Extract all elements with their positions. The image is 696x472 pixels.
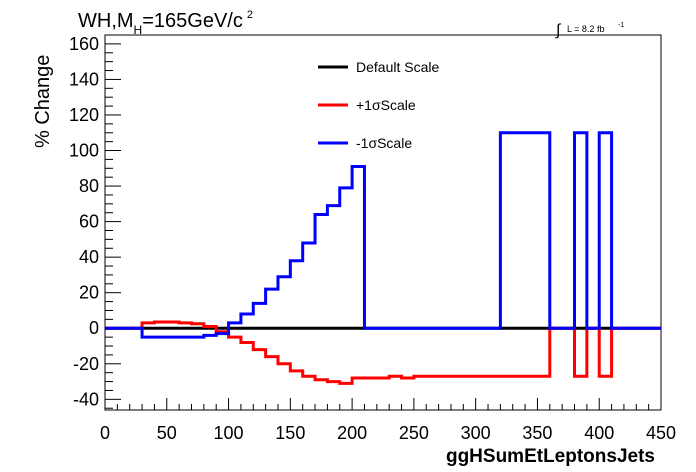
legend: Default Scale +1σScale -1σScale (318, 59, 439, 151)
x-tick-label: 450 (646, 423, 676, 443)
legend-label: Default Scale (356, 59, 439, 75)
axis-ticks: 0 50 100 150 200 250 300 350 400 450 -40 -20 0 20 40 60… (69, 34, 676, 443)
y-tick-label: 20 (79, 283, 99, 303)
svg-text:L = 8.2 fb: L = 8.2 fb (567, 24, 604, 34)
series-layer (105, 131, 661, 385)
series-line-1-scale (105, 131, 661, 339)
svg-text:∫: ∫ (555, 22, 562, 39)
legend-label: -1σScale (356, 135, 412, 151)
x-tick-label: 250 (399, 423, 429, 443)
y-tick-label: 140 (69, 69, 99, 89)
svg-text:-1: -1 (618, 22, 624, 29)
y-tick-label: 60 (79, 212, 99, 232)
y-axis-label: % Change (32, 55, 54, 148)
luminosity-label: ∫ L = 8.2 fb -1 (555, 22, 624, 39)
y-tick-label: -40 (73, 389, 99, 409)
y-tick-label: 0 (89, 318, 99, 338)
x-tick-label: 100 (214, 423, 244, 443)
y-tick-label: 160 (69, 34, 99, 54)
x-tick-label: 50 (157, 423, 177, 443)
y-tick-label: 80 (79, 176, 99, 196)
x-tick-label: 400 (584, 423, 614, 443)
y-tick-label: 40 (79, 247, 99, 267)
y-tick-label: 100 (69, 141, 99, 161)
series-line-1-scale (105, 320, 661, 385)
plot-frame (104, 34, 662, 411)
legend-label: +1σScale (356, 97, 416, 113)
x-tick-label: 200 (337, 423, 367, 443)
x-tick-label: 300 (461, 423, 491, 443)
x-tick-label: 150 (275, 423, 305, 443)
y-tick-label: -20 (73, 354, 99, 374)
x-tick-label: 0 (100, 423, 110, 443)
chart-title: WH,MH=165GeV/c 2 (78, 9, 253, 37)
x-axis-label: ggHSumEtLeptonsJets (446, 446, 655, 467)
x-tick-label: 350 (522, 423, 552, 443)
y-tick-label: 120 (69, 105, 99, 125)
